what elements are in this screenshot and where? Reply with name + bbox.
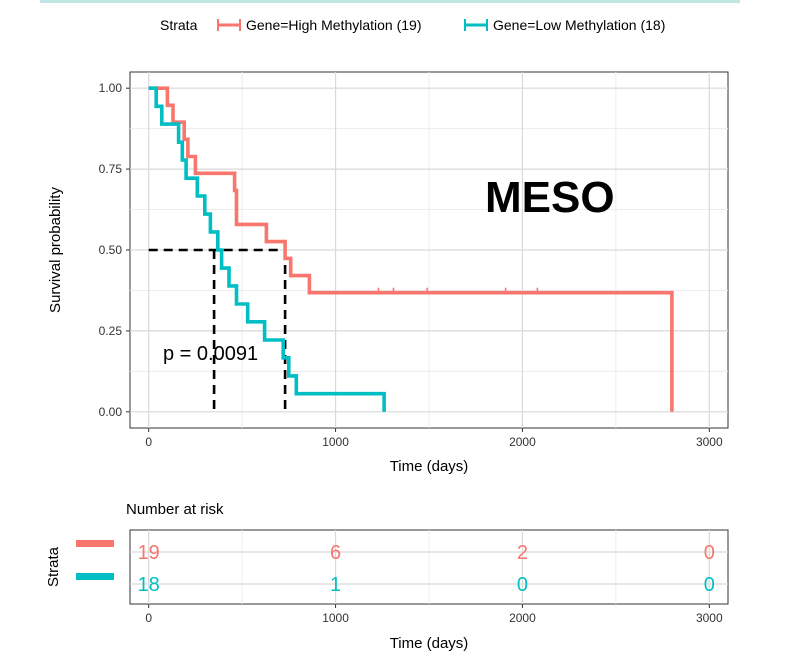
y-tick-label: 1.00 bbox=[99, 81, 123, 95]
y-axis: 0.00 0.25 0.50 0.75 1.00 bbox=[99, 81, 130, 419]
top-divider bbox=[40, 0, 740, 3]
x-tick-label: 3000 bbox=[696, 435, 723, 449]
risk-table: Number at risk 19 6 2 018 1 0 0 0 1000 2000 3000 … bbox=[45, 501, 729, 652]
x-tick-label: 0 bbox=[145, 435, 152, 449]
x-tick-label: 2000 bbox=[509, 435, 536, 449]
risk-strata-swatch bbox=[76, 540, 114, 547]
risk-strata-swatch bbox=[76, 573, 114, 580]
risk-grid-lines bbox=[130, 530, 728, 604]
y-axis-title: Survival probability bbox=[47, 187, 64, 313]
survival-curve-line bbox=[148, 86, 674, 412]
risk-value: 0 bbox=[704, 542, 715, 564]
legend-title: Strata bbox=[160, 17, 198, 33]
risk-x-axis: 0 1000 2000 3000 bbox=[145, 604, 723, 625]
x-tick-label: 1000 bbox=[322, 435, 349, 449]
risk-value: 0 bbox=[704, 574, 715, 596]
risk-value: 1 bbox=[330, 574, 341, 596]
x-axis: 0 1000 2000 3000 bbox=[145, 428, 723, 449]
risk-y-axis-title: Strata bbox=[45, 546, 62, 587]
y-tick-label: 0.25 bbox=[99, 324, 123, 338]
survival-curves bbox=[148, 86, 674, 412]
risk-value: 2 bbox=[517, 542, 528, 564]
legend-entry-label: Gene=High Methylation (19) bbox=[246, 17, 422, 33]
legend-entry-label: Gene=Low Methylation (18) bbox=[493, 17, 665, 33]
survival-plot: 0.00 0.25 0.50 0.75 1.00 0 1000 2000 3000 Survi… bbox=[47, 71, 729, 475]
risk-values: 19 6 2 0 18 1 0 0 bbox=[138, 542, 715, 596]
risk-x-tick-label: 1000 bbox=[322, 611, 349, 625]
y-tick-label: 0.50 bbox=[99, 243, 123, 257]
risk-strata-swatches bbox=[76, 540, 114, 580]
y-tick-label: 0.00 bbox=[99, 405, 123, 419]
risk-x-axis-title: Time (days) bbox=[390, 635, 469, 652]
legend-entries: Gene=High Methylation (19) Gene=Low Methy… bbox=[217, 17, 665, 33]
p-value-label: p = 0.0091 bbox=[163, 343, 258, 365]
cancer-type-label: MESO bbox=[485, 173, 615, 222]
risk-x-tick-label: 2000 bbox=[509, 611, 536, 625]
risk-value: 6 bbox=[330, 542, 341, 564]
risk-table-title: Number at risk bbox=[126, 501, 224, 518]
y-tick-label: 0.75 bbox=[99, 162, 123, 176]
risk-value: 0 bbox=[517, 574, 528, 596]
legend: Strata Gene=High Methylation (19) Gene=Lo… bbox=[160, 17, 665, 33]
survival-curve-line bbox=[148, 86, 386, 412]
risk-x-tick-label: 3000 bbox=[696, 611, 723, 625]
risk-value: 18 bbox=[138, 574, 160, 596]
risk-value: 19 bbox=[138, 542, 160, 564]
risk-x-tick-label: 0 bbox=[145, 611, 152, 625]
x-axis-title: Time (days) bbox=[390, 458, 469, 475]
